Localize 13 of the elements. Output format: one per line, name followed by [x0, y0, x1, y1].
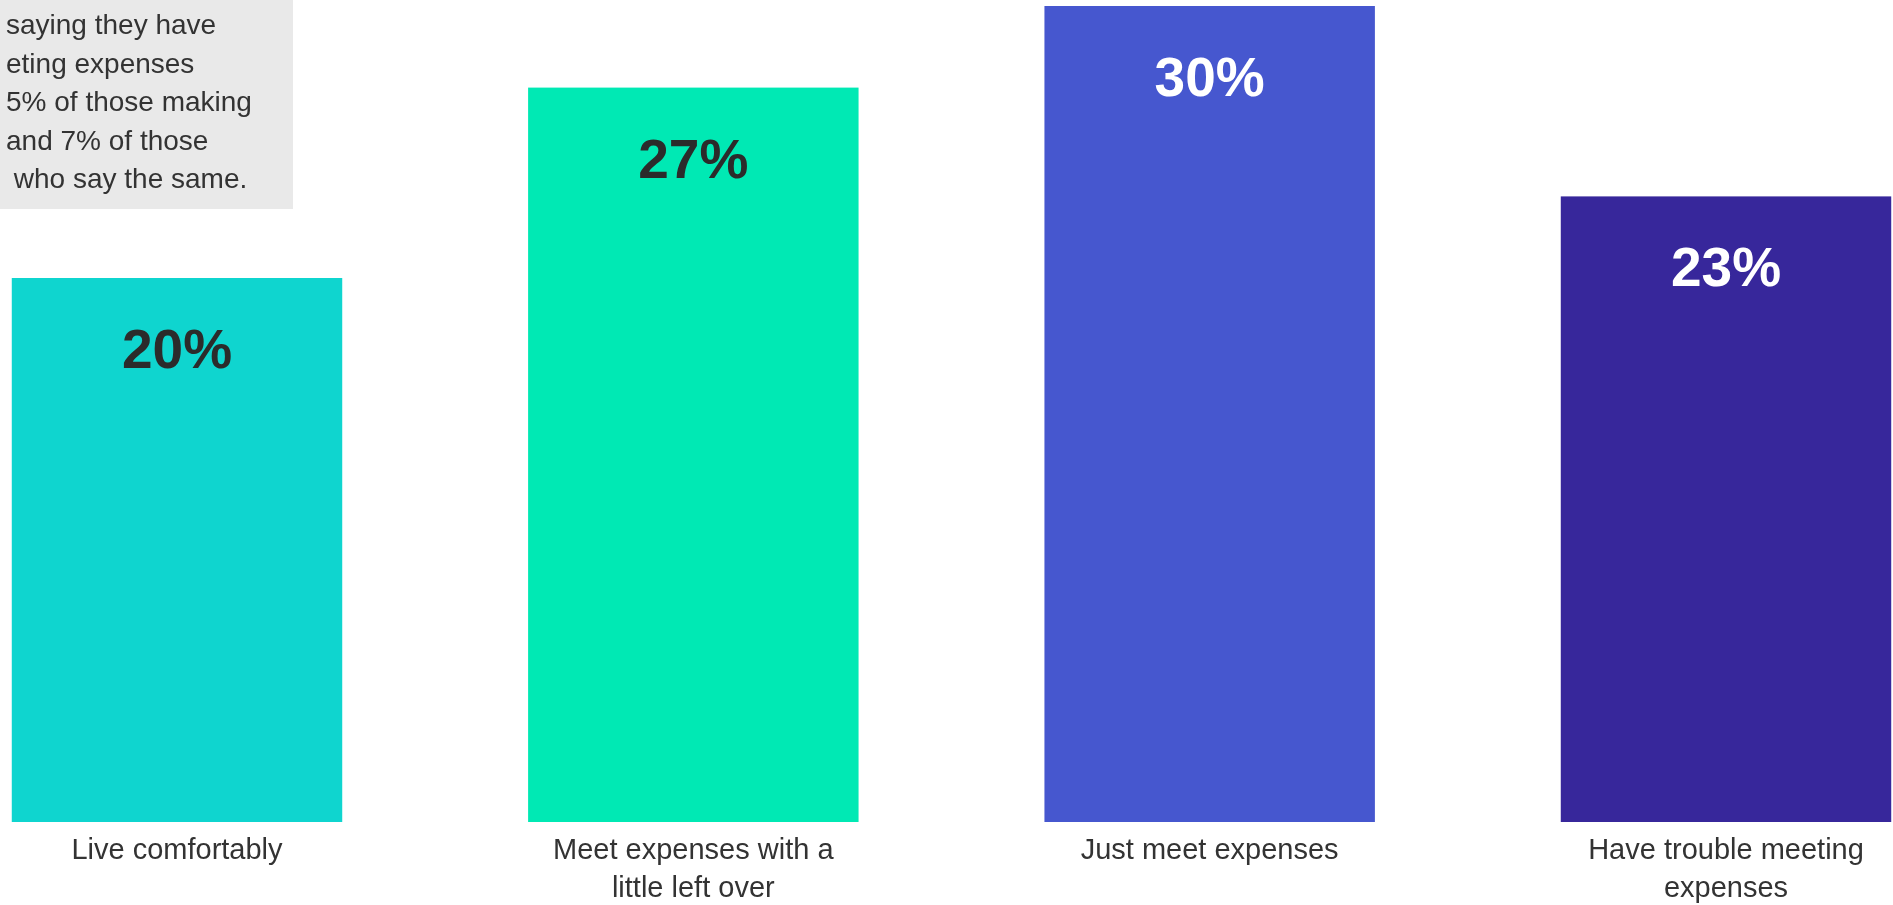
bar — [1560, 196, 1892, 822]
x-tick-label: Just meet expenses — [1080, 833, 1339, 865]
data-label: 27% — [638, 127, 749, 190]
x-tick-label: Live comfortably — [71, 833, 284, 865]
x-tick-label: Have trouble meeting expenses — [1588, 833, 1864, 903]
x-tick-label: Meet expenses with a little left over — [553, 833, 835, 903]
data-label: 20% — [121, 318, 233, 380]
data-label: 23% — [1670, 236, 1782, 299]
annotation: saying they have eting expenses 5% of those making and 7% of those who say the same. — [6, 9, 252, 195]
bar — [1044, 6, 1375, 822]
data-label: 30% — [1154, 46, 1265, 108]
bar — [528, 87, 859, 822]
bar — [11, 278, 343, 822]
